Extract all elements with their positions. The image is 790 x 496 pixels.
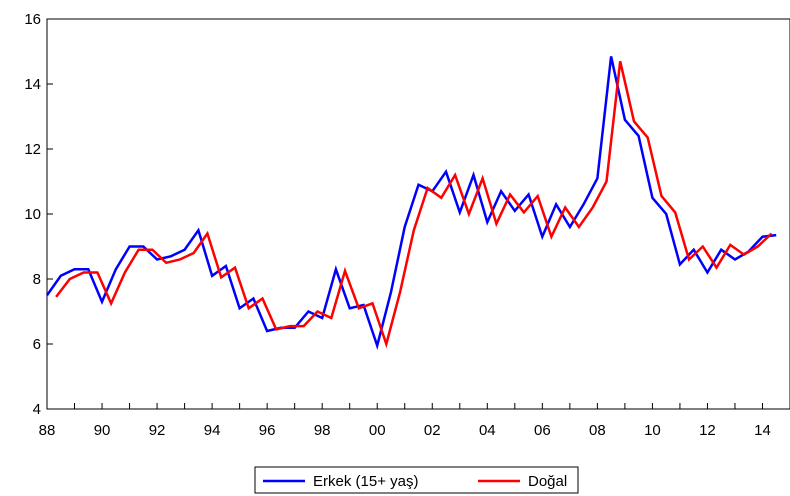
y-tick-label: 4 (33, 401, 41, 418)
y-tick-label: 14 (24, 76, 41, 93)
series-line-1 (55, 61, 773, 349)
y-tick-label: 6 (33, 336, 41, 353)
x-tick-label: 04 (479, 422, 496, 439)
x-tick-label: 14 (754, 422, 771, 439)
x-tick-label: 06 (534, 422, 551, 439)
x-tick-label: 00 (369, 422, 386, 439)
y-tick-label: 8 (33, 271, 41, 288)
legend-box (254, 466, 579, 494)
legend: Erkek (15+ yaş) Doğal (254, 466, 579, 494)
x-tick-label: 96 (259, 422, 276, 439)
y-tick-label: 12 (24, 141, 41, 158)
x-tick-label: 10 (644, 422, 661, 439)
series-line-0 (45, 56, 777, 350)
x-tick-label: 02 (424, 422, 441, 439)
series-layer (45, 56, 777, 350)
y-tick-label: 10 (24, 206, 41, 223)
y-axis: 4 6 8 10 12 14 16 (24, 11, 53, 418)
x-tick-label: 90 (94, 422, 111, 439)
legend-label-dogal: Doğal (528, 473, 567, 490)
x-tick-label: 88 (39, 422, 56, 439)
x-tick-label: 94 (204, 422, 221, 439)
x-tick-label: 08 (589, 422, 606, 439)
y-tick-label: 16 (24, 11, 41, 28)
legend-label-erkek: Erkek (15+ yaş) (313, 473, 418, 490)
x-tick-label: 98 (314, 422, 331, 439)
x-axis: 88 90 92 94 96 98 00 02 04 06 08 10 12 14 (39, 403, 790, 439)
x-tick-label: 92 (149, 422, 166, 439)
x-tick-label: 12 (699, 422, 716, 439)
